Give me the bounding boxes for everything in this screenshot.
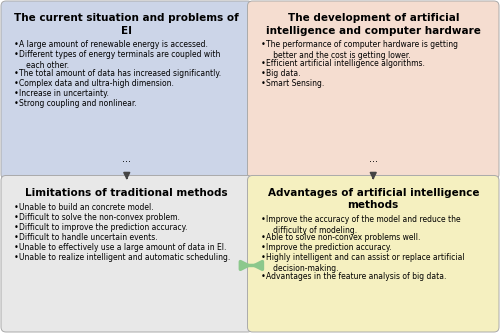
- Text: The performance of computer hardware is getting
   better and the cost is gettin: The performance of computer hardware is …: [266, 40, 458, 60]
- Text: Unable to effectively use a large amount of data in EI.: Unable to effectively use a large amount…: [19, 243, 227, 252]
- Text: •: •: [260, 69, 266, 78]
- Text: •: •: [260, 253, 266, 262]
- Text: •: •: [14, 243, 19, 252]
- Text: The total amount of data has increased significantly.: The total amount of data has increased s…: [19, 69, 221, 78]
- Text: •: •: [260, 59, 266, 68]
- Text: Strong coupling and nonlinear.: Strong coupling and nonlinear.: [19, 99, 137, 108]
- Text: •: •: [14, 40, 19, 49]
- Text: ...: ...: [122, 154, 131, 164]
- Text: •: •: [14, 203, 19, 212]
- Text: Efficient artificial intelligence algorithms.: Efficient artificial intelligence algori…: [266, 59, 424, 68]
- Text: The current situation and problems of
EI: The current situation and problems of EI: [14, 13, 239, 36]
- Text: Difficult to handle uncertain events.: Difficult to handle uncertain events.: [19, 233, 158, 242]
- Text: Improve the prediction accuracy.: Improve the prediction accuracy.: [266, 243, 391, 252]
- Text: Difficult to improve the prediction accuracy.: Difficult to improve the prediction accu…: [19, 223, 188, 232]
- Text: •: •: [14, 99, 19, 108]
- Text: A large amount of renewable energy is accessed.: A large amount of renewable energy is ac…: [19, 40, 208, 49]
- FancyBboxPatch shape: [248, 175, 499, 332]
- Text: Advantages in the feature analysis of big data.: Advantages in the feature analysis of bi…: [266, 272, 446, 281]
- Text: Unable to realize intelligent and automatic scheduling.: Unable to realize intelligent and automa…: [19, 253, 230, 262]
- FancyBboxPatch shape: [1, 1, 252, 179]
- Text: •: •: [260, 272, 266, 281]
- Text: Unable to build an concrete model.: Unable to build an concrete model.: [19, 203, 154, 212]
- Text: •: •: [14, 253, 19, 262]
- Text: •: •: [260, 40, 266, 49]
- Text: •: •: [14, 89, 19, 98]
- Text: Different types of energy terminals are coupled with
   each other.: Different types of energy terminals are …: [19, 50, 220, 70]
- Text: •: •: [14, 69, 19, 78]
- Text: Complex data and ultra-high dimension.: Complex data and ultra-high dimension.: [19, 79, 174, 88]
- Text: •: •: [14, 79, 19, 88]
- FancyBboxPatch shape: [248, 1, 499, 179]
- Text: •: •: [260, 243, 266, 252]
- Text: •: •: [260, 215, 266, 224]
- Text: •: •: [260, 233, 266, 242]
- Text: The development of artificial
intelligence and computer hardware: The development of artificial intelligen…: [266, 13, 480, 36]
- Text: Limitations of traditional methods: Limitations of traditional methods: [26, 188, 228, 198]
- Text: •: •: [14, 50, 19, 59]
- Text: Improve the accuracy of the model and reduce the
   difficulty of modeling.: Improve the accuracy of the model and re…: [266, 215, 460, 235]
- Text: Smart Sensing.: Smart Sensing.: [266, 79, 324, 88]
- Text: Big data.: Big data.: [266, 69, 300, 78]
- Text: Increase in uncertainty.: Increase in uncertainty.: [19, 89, 109, 98]
- Text: Advantages of artificial intelligence
methods: Advantages of artificial intelligence me…: [268, 188, 479, 210]
- Text: •: •: [14, 213, 19, 222]
- Text: •: •: [260, 79, 266, 88]
- Text: ...: ...: [369, 154, 378, 164]
- Text: Highly intelligent and can assist or replace artificial
   decision-making.: Highly intelligent and can assist or rep…: [266, 253, 464, 273]
- Text: •: •: [14, 233, 19, 242]
- FancyBboxPatch shape: [1, 175, 252, 332]
- Text: Able to solve non-convex problems well.: Able to solve non-convex problems well.: [266, 233, 420, 242]
- Text: •: •: [14, 223, 19, 232]
- Text: Difficult to solve the non-convex problem.: Difficult to solve the non-convex proble…: [19, 213, 180, 222]
